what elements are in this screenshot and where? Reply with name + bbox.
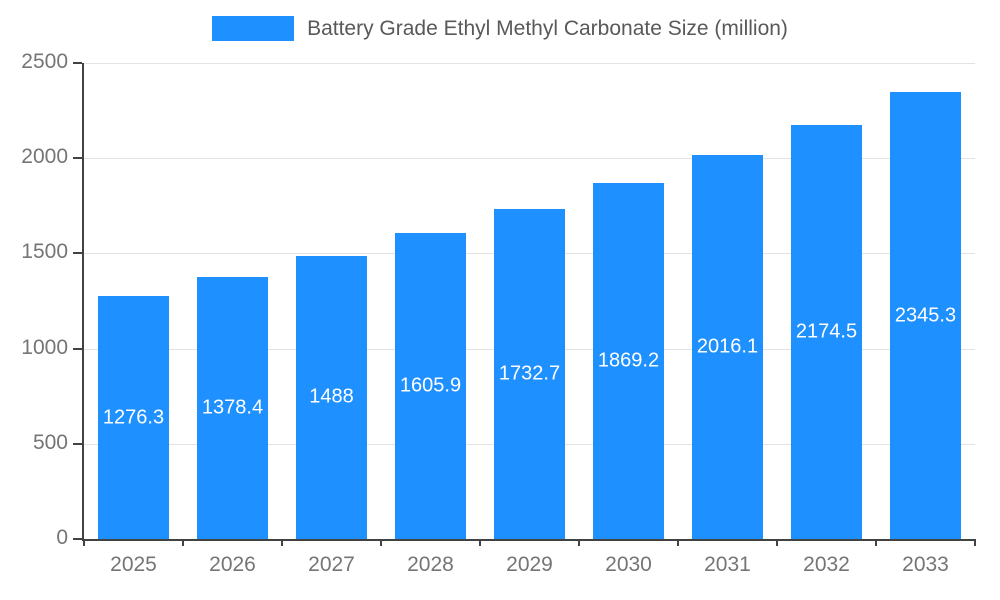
y-tick-label: 2000 (21, 145, 68, 169)
x-tick-mark (83, 539, 85, 546)
x-tick-mark (479, 539, 481, 546)
bar: 1869.2 (592, 183, 665, 539)
x-tick-label: 2028 (407, 553, 454, 576)
x-tick-label: 2025 (110, 553, 157, 576)
bar-value-label: 1276.3 (102, 406, 165, 428)
bar: 1378.4 (196, 276, 269, 539)
bar: 2016.1 (691, 155, 764, 539)
plot-area: 0 500 1000 1500 2000 2500 1276.3 2025 1378.4 2026… (21, 50, 976, 576)
x-tick-label: 2031 (704, 553, 751, 576)
y-tick-label: 2500 (21, 50, 68, 73)
bar: 1732.7 (493, 209, 566, 539)
y-tick-mark (73, 442, 82, 445)
bar: 1276.3 (97, 296, 170, 539)
bar-value-label: 1732.7 (498, 362, 561, 385)
y-tick-label: 0 (56, 526, 68, 549)
y-tick-label: 1500 (21, 240, 68, 264)
x-tick-mark (974, 539, 976, 546)
y-tick-mark (73, 157, 82, 160)
bar-value-label: 2016.1 (696, 335, 759, 358)
bar: 1605.9 (394, 233, 467, 539)
bar-value-label: 2174.5 (795, 320, 858, 343)
y-tick-label: 500 (32, 430, 68, 454)
bar-value-label: 1869.2 (597, 349, 660, 372)
x-tick-mark (776, 539, 778, 546)
bar-value-label: 1488 (309, 385, 354, 408)
x-tick-label: 2032 (803, 553, 850, 576)
y-tick-mark (73, 347, 82, 350)
x-tick-mark (676, 539, 679, 546)
x-tick-mark (182, 539, 184, 546)
bar-value-label: 1378.4 (201, 396, 264, 419)
y-tick-mark (73, 538, 82, 540)
x-tick-label: 2029 (506, 553, 553, 576)
bar: 1488 (295, 255, 368, 539)
bar-value-label: 1605.9 (399, 374, 462, 397)
x-tick-mark (281, 539, 283, 546)
x-tick-label: 2027 (308, 553, 355, 576)
x-tick-mark (578, 539, 580, 546)
y-tick-mark (73, 62, 82, 64)
x-tick-label: 2033 (902, 553, 949, 576)
bar-value-label: 2345.3 (894, 304, 957, 327)
legend-swatch (212, 16, 295, 41)
gridline (84, 158, 975, 160)
bar: 2345.3 (889, 92, 962, 539)
gridline (84, 63, 975, 64)
x-tick-label: 2026 (209, 553, 256, 576)
x-tick-mark (379, 539, 382, 546)
y-tick-mark (73, 252, 82, 255)
legend[interactable]: Battery Grade Ethyl Methyl Carbonate Siz… (0, 16, 1000, 41)
bar: 2174.5 (790, 124, 863, 539)
y-tick-label: 1000 (21, 335, 68, 359)
x-tick-label: 2030 (605, 553, 652, 576)
x-tick-mark (875, 539, 877, 546)
chart-title: Battery Grade Ethyl Methyl Carbonate Siz… (307, 16, 788, 40)
